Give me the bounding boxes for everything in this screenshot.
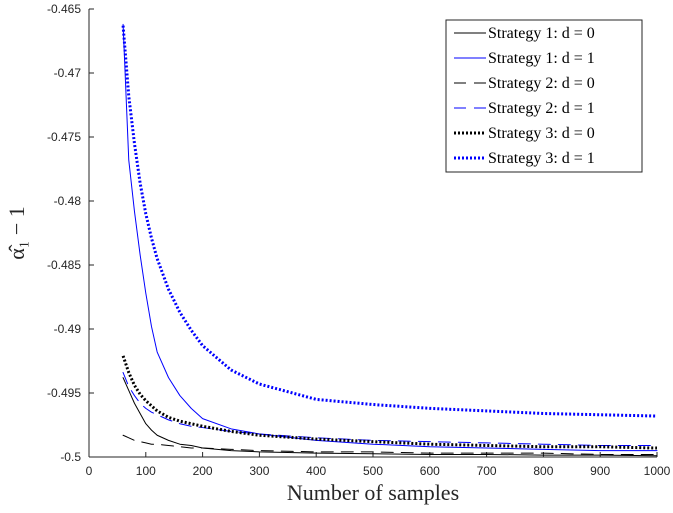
legend-box (445, 19, 643, 173)
y-tick-label: -0.47 (54, 66, 82, 80)
y-tick-label: -0.495 (47, 386, 81, 400)
x-tick-label: 0 (86, 464, 93, 478)
legend-label: Strategy 2: d = 1 (488, 100, 595, 117)
series-5-line (121, 355, 658, 450)
series-2-line (122, 23, 658, 452)
x-tick-label: 300 (249, 464, 269, 478)
legend-label: Strategy 2: d = 0 (488, 75, 595, 92)
x-tick-label: 200 (193, 464, 213, 478)
x-tick-label: 900 (590, 464, 610, 478)
legend: Strategy 1: d = 0 Strategy 1: d = 1 Strate… (445, 19, 643, 173)
legend-label: Strategy 1: d = 1 (488, 50, 595, 67)
series-group (121, 23, 658, 457)
x-tick-label: 100 (136, 464, 156, 478)
y-tick-label: -0.5 (60, 450, 81, 464)
y-tick-label: -0.48 (54, 194, 82, 208)
series-6-line (121, 25, 658, 418)
axes: 0 100 200 300 400 500 600 700 800 900 1000 -0.465 -0… (47, 2, 671, 478)
y-tick-label: -0.465 (47, 2, 81, 16)
legend-label: Strategy 3: d = 0 (488, 125, 595, 142)
y-tick-label: -0.485 (47, 258, 81, 272)
x-tick-label: 400 (306, 464, 326, 478)
axis-titles: Number of samples α̂₁ − 1 (4, 206, 459, 505)
x-axis-title: Number of samples (287, 480, 459, 505)
legend-label: Strategy 1: d = 0 (488, 25, 595, 42)
legend-label: Strategy 3: d = 1 (488, 150, 595, 167)
x-tick-label: 800 (533, 464, 553, 478)
y-tick-label: -0.49 (54, 322, 82, 336)
y-tick-label: -0.475 (47, 130, 81, 144)
x-tick-label: 1000 (644, 464, 671, 478)
y-axis-title: α̂₁ − 1 (4, 206, 29, 260)
x-tick-label: 600 (420, 464, 440, 478)
x-tick-label: 700 (477, 464, 497, 478)
x-tick-label: 500 (363, 464, 383, 478)
series-1-line (122, 377, 658, 457)
